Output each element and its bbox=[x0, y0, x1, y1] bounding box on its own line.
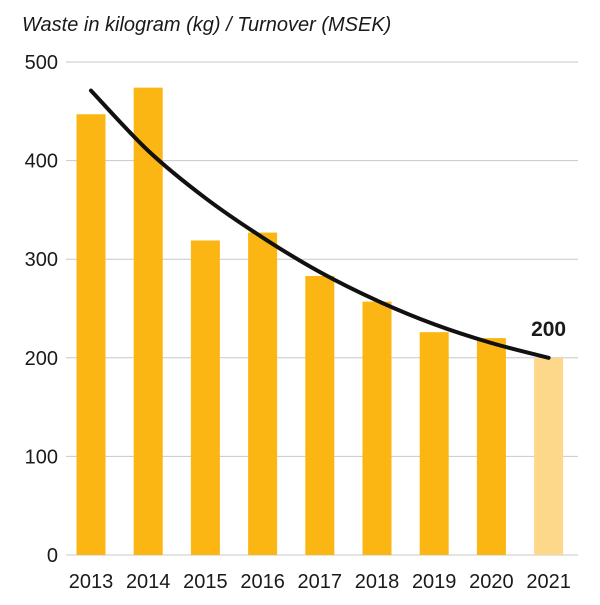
bar-2017 bbox=[305, 275, 335, 555]
labels: 0 100 200 300 400 500 2013 2014 2015 2016 2017 2018… bbox=[25, 52, 571, 593]
y-tick-label: 200 bbox=[25, 348, 58, 370]
bar-2019 bbox=[419, 332, 449, 555]
x-tick-label: 2020 bbox=[469, 571, 514, 593]
y-tick-label: 500 bbox=[25, 52, 58, 74]
x-tick-label: 2018 bbox=[355, 571, 400, 593]
y-tick-label: 100 bbox=[25, 446, 58, 468]
x-tick-label: 2014 bbox=[126, 571, 171, 593]
x-tick-label: 2017 bbox=[298, 571, 343, 593]
bar-2020 bbox=[476, 338, 506, 555]
bar-2015 bbox=[190, 240, 220, 555]
x-tick-label: 2015 bbox=[183, 571, 228, 593]
bar-2021 bbox=[534, 357, 564, 555]
bar-2013 bbox=[76, 114, 106, 556]
data-label-2021: 200 bbox=[531, 318, 566, 341]
y-tick-label: 0 bbox=[47, 545, 58, 567]
trend-line bbox=[89, 88, 551, 360]
y-tick-label: 300 bbox=[25, 249, 58, 271]
bar-2016 bbox=[248, 232, 278, 555]
bars bbox=[76, 87, 564, 556]
chart-title: Waste in kilogram (kg) / Turnover (MSEK) bbox=[22, 14, 392, 36]
trend-line-group bbox=[89, 88, 551, 360]
bar-2018 bbox=[362, 301, 392, 555]
x-tick-label: 2021 bbox=[526, 571, 571, 593]
x-tick-label: 2016 bbox=[240, 571, 285, 593]
x-tick-label: 2019 bbox=[412, 571, 457, 593]
bar-2014 bbox=[133, 87, 163, 556]
x-tick-label: 2013 bbox=[69, 571, 114, 593]
y-tick-label: 400 bbox=[25, 151, 58, 173]
